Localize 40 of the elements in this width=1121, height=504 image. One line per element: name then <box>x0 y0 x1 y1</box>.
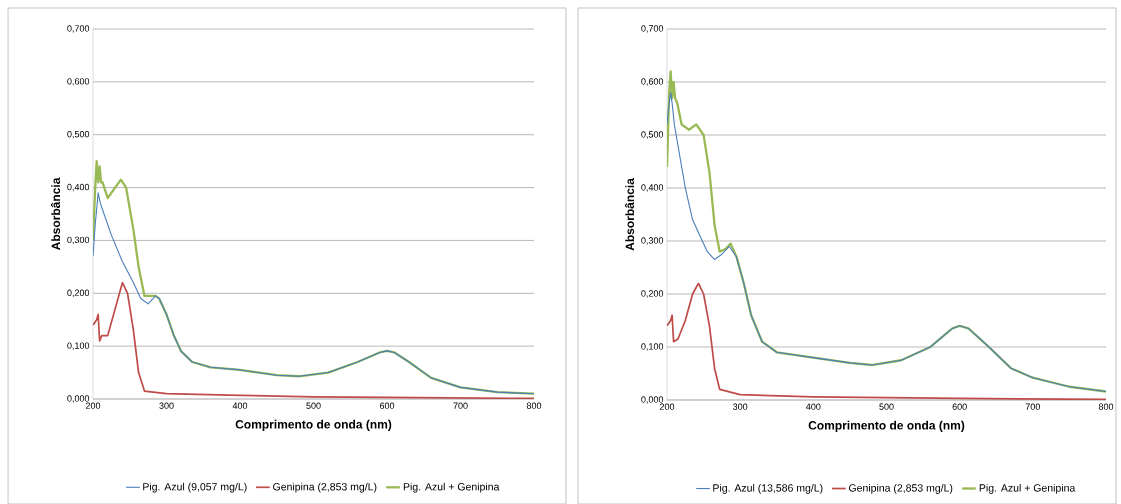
x-tick-label: 700 <box>1025 403 1040 410</box>
y-tick-label: 0,100 <box>641 343 664 351</box>
x-tick-label: 600 <box>379 402 395 409</box>
y-tick-label: 0,400 <box>641 184 664 192</box>
legend-label: Pig. Azul + Genipina <box>403 482 500 493</box>
x-axis-title: Comprimento de onda (nm) <box>235 419 392 431</box>
x-tick-label: 600 <box>952 403 967 410</box>
x-tick-label: 400 <box>806 403 821 410</box>
y-tick-label: 0,300 <box>641 237 664 245</box>
legend-label: Pig. Azul (9,057 mg/L) <box>143 482 247 493</box>
y-tick-label: 0,600 <box>641 78 664 86</box>
y-tick-label: 0,400 <box>67 183 90 192</box>
x-tick-label: 300 <box>159 402 174 409</box>
y-tick-label: 0,600 <box>67 77 90 86</box>
y-axis-title: Absorbância <box>625 177 635 251</box>
y-tick-label: 0,300 <box>67 236 90 244</box>
x-tick-label: 800 <box>1098 403 1114 410</box>
y-tick-label: 0,000 <box>67 395 90 403</box>
legend-label: Genipina (2,853 mg/L) <box>273 482 377 493</box>
y-tick-label: 0,700 <box>67 25 90 33</box>
y-tick-label: 0,200 <box>67 289 90 297</box>
x-tick-label: 300 <box>733 403 748 410</box>
x-tick-label: 400 <box>232 402 248 409</box>
y-tick-label: 0,500 <box>641 131 664 139</box>
y-tick-label: 0,100 <box>67 342 90 350</box>
x-tick-label: 800 <box>526 402 542 409</box>
y-tick-label: 0,500 <box>67 130 90 139</box>
y-tick-label: 0,200 <box>641 290 664 298</box>
x-tick-label: 500 <box>306 402 321 409</box>
legend-label: Pig. Azul + Genipina <box>979 483 1076 494</box>
legend-label: Genipina (2,853 mg/L) <box>849 483 953 494</box>
x-tick-label: 200 <box>85 402 101 409</box>
x-tick-label: 700 <box>453 402 468 409</box>
x-axis-title: Comprimento de onda (nm) <box>808 420 965 432</box>
y-axis-title: Absorbância <box>51 177 61 250</box>
y-tick-label: 0,700 <box>641 25 664 33</box>
y-tick-label: 0,000 <box>641 396 664 404</box>
legend-label: Pig. Azul (13,586 mg/L) <box>713 483 823 494</box>
x-tick-label: 200 <box>659 403 675 410</box>
x-tick-label: 500 <box>879 403 894 410</box>
